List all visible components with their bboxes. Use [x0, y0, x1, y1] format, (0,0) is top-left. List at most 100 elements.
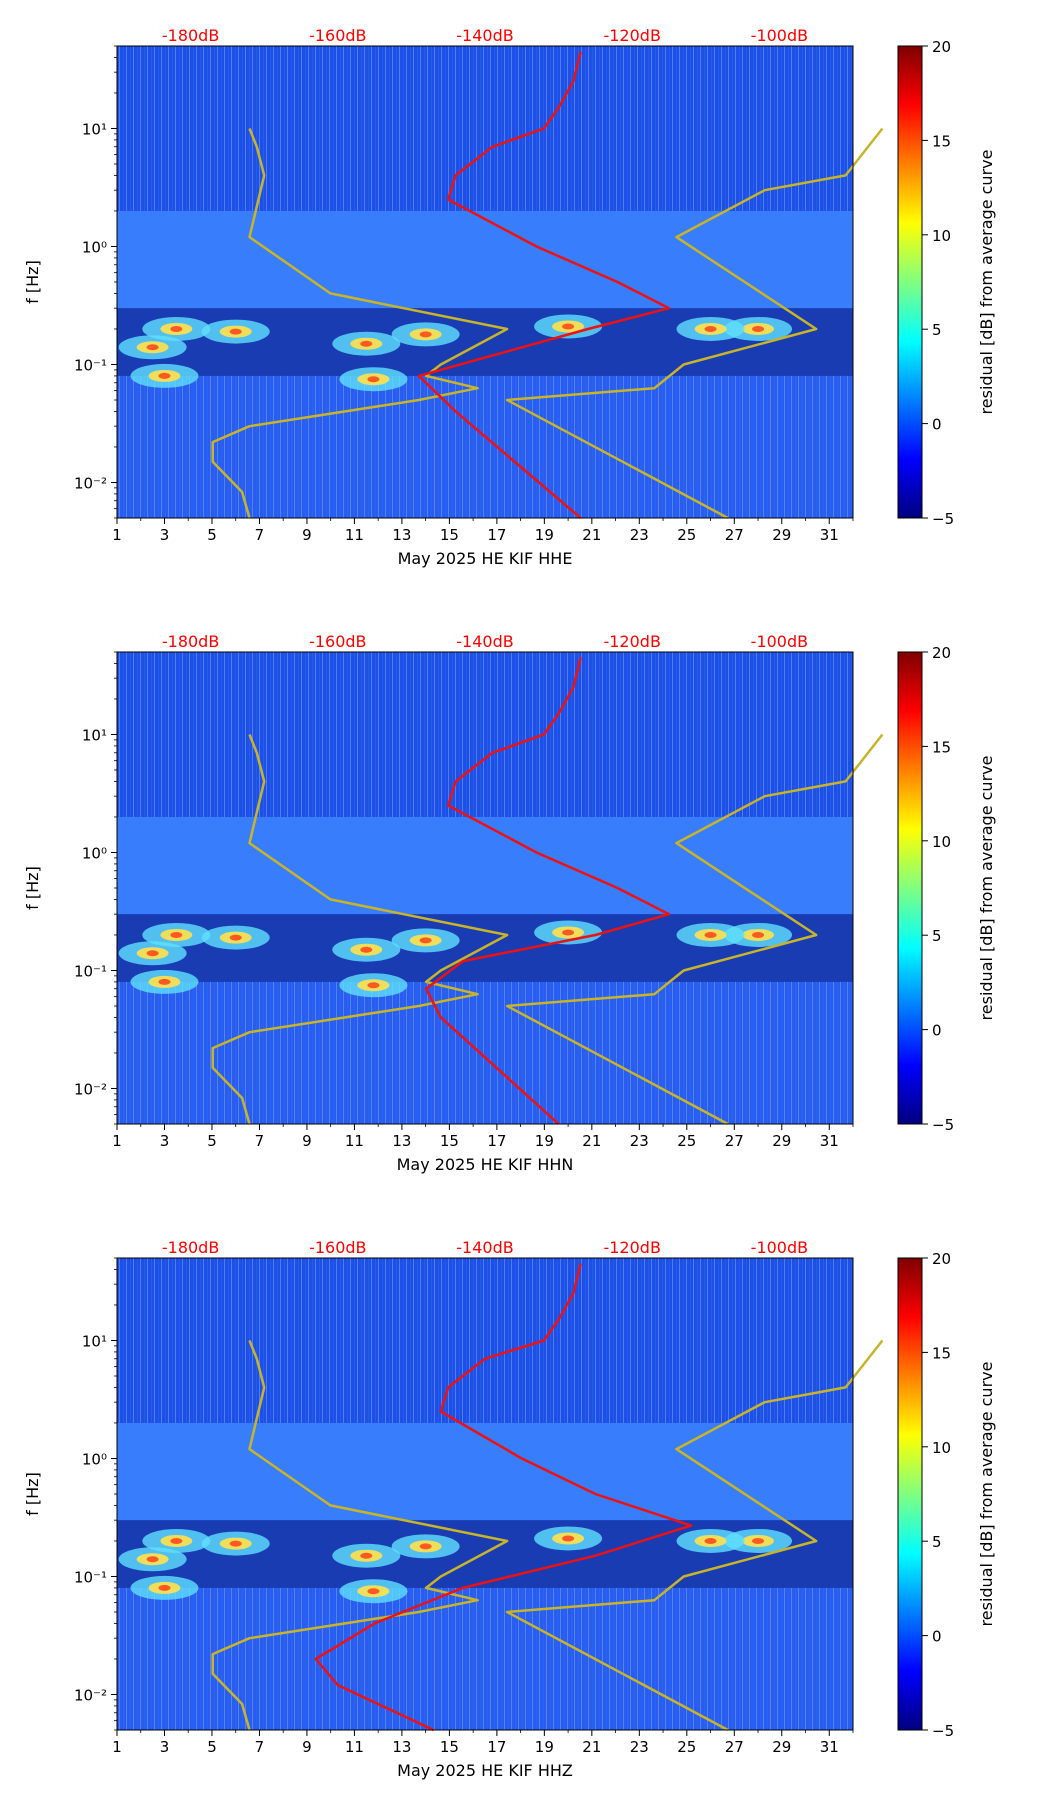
x-tick-hhn-14: 29 [772, 1132, 791, 1150]
x-tick-hhn-4: 9 [302, 1132, 312, 1150]
x-tick-hhz-2: 5 [207, 1738, 217, 1756]
x-tick-hhe-14: 29 [772, 526, 791, 544]
x-tick-hhz-9: 19 [535, 1738, 554, 1756]
colorbar-hhz [897, 1257, 923, 1731]
blob-hot-hhn-7 [704, 931, 717, 938]
top-label-hhe-2: -140dB [456, 26, 513, 45]
x-tick-hhe-13: 27 [725, 526, 744, 544]
y-tick-hhn-2: 10⁰ [82, 844, 107, 862]
x-tick-hhe-5: 11 [345, 526, 364, 544]
cb-tick-hhn-4: 15 [932, 738, 951, 756]
x-tick-hhz-11: 23 [630, 1738, 649, 1756]
median-curve-hhe [417, 51, 671, 519]
blob-hot-hhz-5 [562, 1535, 575, 1542]
x-tick-hhz-5: 11 [345, 1738, 364, 1756]
nhnm-curve-hhe [505, 127, 884, 520]
x-tick-hhz-4: 9 [302, 1738, 312, 1756]
top-label-hhn-1: -160dB [309, 632, 366, 651]
x-tick-hhn-2: 5 [207, 1132, 217, 1150]
band-low-hhz [117, 1587, 853, 1730]
top-label-hhz-0: -180dB [162, 1238, 219, 1257]
x-tick-hhe-15: 31 [820, 526, 839, 544]
x-tick-hhn-10: 21 [582, 1132, 601, 1150]
blob-hot-hhn-1 [229, 934, 242, 941]
x-tick-hhn-13: 27 [725, 1132, 744, 1150]
x-label-hhn: May 2025 HE KIF HHN [397, 1155, 574, 1174]
x-tick-hhn-5: 11 [345, 1132, 364, 1150]
cb-tick-hhn-5: 20 [932, 644, 951, 662]
blob-hot-hhz-0 [170, 1537, 183, 1544]
x-tick-hhz-1: 3 [160, 1738, 170, 1756]
x-tick-hhz-0: 1 [112, 1738, 122, 1756]
x-tick-hhn-11: 23 [630, 1132, 649, 1150]
nlnm-curve-hhn [211, 734, 509, 1125]
y-tick-hhz-0: 10⁻² [74, 1686, 107, 1704]
x-tick-hhe-4: 9 [302, 526, 312, 544]
nhnm-curve-hhz [505, 1339, 884, 1732]
nhnm-curve-hhn [505, 733, 884, 1126]
blob-hot-hhe-3 [360, 340, 373, 347]
y-tick-hhz-1: 10⁻¹ [74, 1568, 107, 1586]
x-tick-hhz-7: 15 [440, 1738, 459, 1756]
blob-hot-hhz-3 [360, 1552, 373, 1559]
blob-hot-hhn-0 [170, 931, 183, 938]
top-label-hhe-3: -120dB [603, 26, 660, 45]
y-tick-hhn-0: 10⁻² [74, 1080, 107, 1098]
cb-tick-hhe-1: 0 [932, 416, 942, 434]
y-label-hhz: f [Hz] [23, 1472, 42, 1516]
blob-hot-hhe-9 [158, 372, 171, 379]
cb-tick-hhz-0: −5 [932, 1722, 954, 1740]
x-tick-hhe-1: 3 [160, 526, 170, 544]
x-label-hhz: May 2025 HE KIF HHZ [397, 1761, 573, 1780]
blob-hot-hhn-5 [562, 929, 575, 936]
top-label-hhz-1: -160dB [309, 1238, 366, 1257]
y-tick-hhn-1: 10⁻¹ [74, 962, 107, 980]
blob-hot-hhn-2 [146, 950, 159, 957]
band-low-hhe [117, 375, 853, 518]
x-tick-hhz-10: 21 [582, 1738, 601, 1756]
top-label-hhn-2: -140dB [456, 632, 513, 651]
blob-hot-hhz-6 [752, 1537, 765, 1544]
x-tick-hhz-3: 7 [255, 1738, 265, 1756]
blob-hot-hhn-6 [752, 931, 765, 938]
blob-hot-hhn-3 [360, 946, 373, 953]
cb-tick-hhe-3: 10 [932, 227, 951, 245]
blob-hot-hhe-2 [146, 344, 159, 351]
x-tick-hhn-9: 19 [535, 1132, 554, 1150]
cb-tick-hhn-0: −5 [932, 1116, 954, 1134]
blob-hot-hhn-9 [158, 978, 171, 985]
band-low-hhn [117, 981, 853, 1124]
cb-tick-hhn-3: 10 [932, 833, 951, 851]
blob-hot-hhz-4 [419, 1543, 432, 1550]
x-tick-hhe-9: 19 [535, 526, 554, 544]
panel-hhz: May 2025 HE KIF HHZ f [Hz] -180dB -160dB… [23, 1238, 996, 1780]
blob-hot-hhe-0 [170, 325, 183, 332]
blob-hot-hhe-1 [229, 328, 242, 335]
top-label-hhn-0: -180dB [162, 632, 219, 651]
band-stripes-hhn [117, 652, 853, 817]
cb-tick-hhn-1: 0 [932, 1022, 942, 1040]
y-tick-hhe-2: 10⁰ [82, 238, 107, 256]
blob-hot-hhn-4 [419, 937, 432, 944]
x-tick-hhe-2: 5 [207, 526, 217, 544]
x-tick-hhe-12: 25 [677, 526, 696, 544]
band-stripes-hhz [117, 1258, 853, 1423]
top-label-hhz-3: -120dB [603, 1238, 660, 1257]
x-tick-hhn-6: 13 [392, 1132, 411, 1150]
top-label-hhe-1: -160dB [309, 26, 366, 45]
x-tick-hhz-8: 17 [487, 1738, 506, 1756]
x-tick-hhz-6: 13 [392, 1738, 411, 1756]
top-label-hhz-2: -140dB [456, 1238, 513, 1257]
top-label-hhz-4: -100dB [751, 1238, 808, 1257]
blob-hot-hhz-8 [367, 1588, 380, 1595]
top-label-hhe-4: -100dB [751, 26, 808, 45]
band-mid-hhz [117, 1422, 853, 1521]
colorbar-label-hhn: residual [dB] from average curve [977, 756, 996, 1021]
x-label-hhe: May 2025 HE KIF HHE [398, 549, 573, 568]
cb-tick-hhe-4: 15 [932, 132, 951, 150]
cb-tick-hhn-2: 5 [932, 927, 942, 945]
blob-hot-hhe-6 [752, 325, 765, 332]
cb-tick-hhe-2: 5 [932, 321, 942, 339]
x-tick-hhn-0: 1 [112, 1132, 122, 1150]
x-tick-hhn-8: 17 [487, 1132, 506, 1150]
